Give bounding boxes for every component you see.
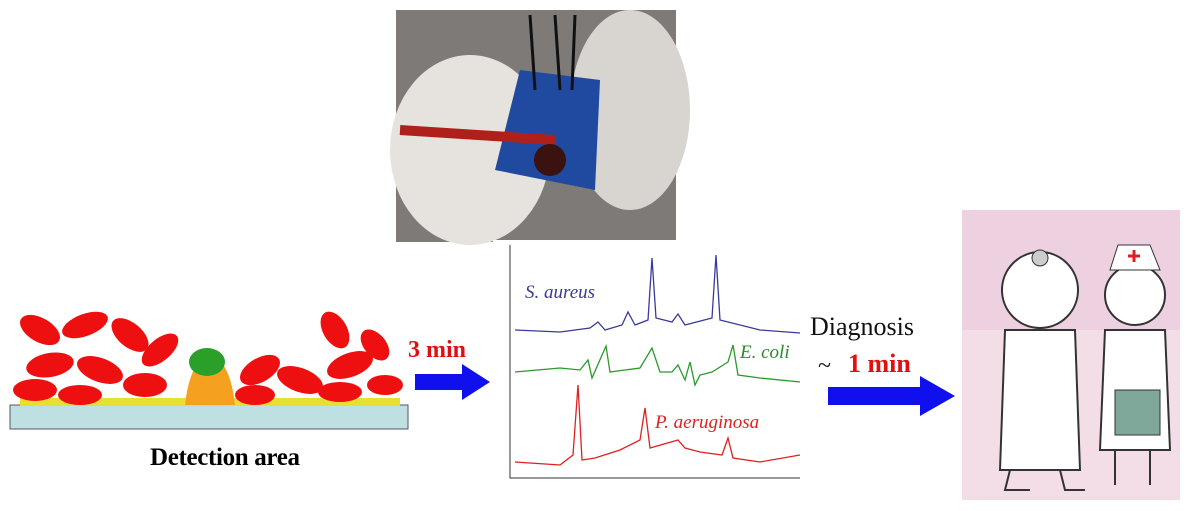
detection-label: Detection area xyxy=(150,444,301,471)
spectrum-label: P. aeruginosa xyxy=(654,412,759,433)
arrow xyxy=(415,364,490,400)
spectrum-label: S. aureus xyxy=(525,282,595,303)
arrow xyxy=(828,376,955,416)
spectrum-plot: S. aureus E. coli P. aeruginosa xyxy=(493,240,805,490)
diagnosis-prefix: ~ xyxy=(818,353,831,379)
device-photo xyxy=(390,10,690,245)
diagram: Detection area 3 min S. aureus E. coli P… xyxy=(0,0,1190,506)
diagnosis-label: Diagnosis xyxy=(810,312,914,341)
step-time: 3 min xyxy=(408,337,466,363)
doctor-cartoon xyxy=(962,210,1180,500)
detection-illustration: Detection area xyxy=(10,305,408,471)
diagnosis-time: 1 min xyxy=(848,349,911,378)
spectrum-label: E. coli xyxy=(739,342,790,363)
